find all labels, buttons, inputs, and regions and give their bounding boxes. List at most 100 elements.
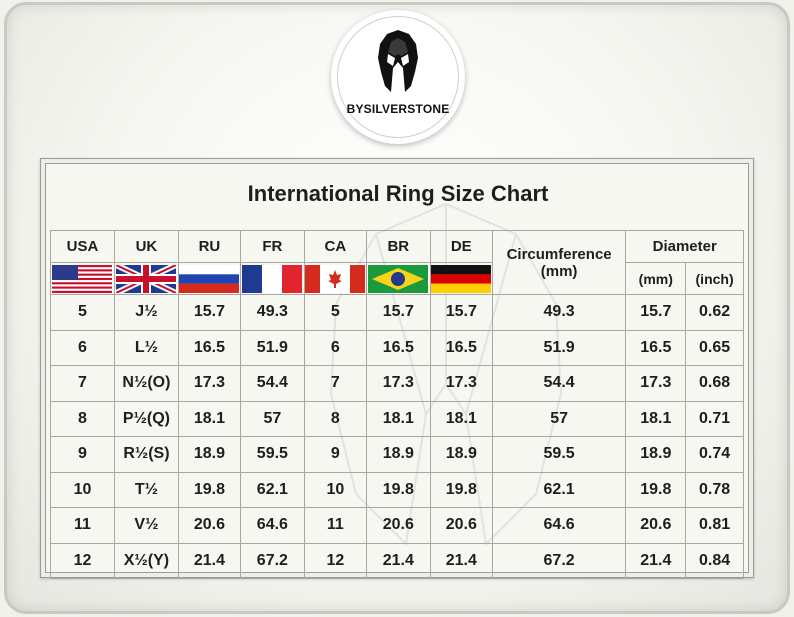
cell-de: 21.4 [429, 542, 493, 579]
cell-din: 0.84 [685, 542, 744, 579]
col-uk: UK [113, 230, 179, 263]
col-diameter-mm: (mm) [625, 262, 687, 295]
cell-dmm: 17.3 [625, 365, 687, 402]
cell-ca: 12 [303, 542, 367, 579]
cell-de: 17.3 [429, 365, 493, 402]
table-row: 9 R½(S) 18.9 59.5 9 18.9 18.9 59.5 18.9 0.74 [50, 436, 744, 473]
cell-dmm: 19.8 [625, 471, 687, 508]
cell-dmm: 18.1 [625, 400, 687, 437]
cell-ru: 18.1 [177, 400, 241, 437]
table-body: 5 J½ 15.7 49.3 5 15.7 15.7 49.3 15.7 0.62 6 L½ 16.5 5… [50, 294, 744, 579]
chart-title: International Ring Size Chart [247, 181, 549, 206]
cell-fr: 51.9 [239, 329, 305, 366]
cell-usa: 12 [50, 542, 115, 579]
col-br: BR [365, 230, 431, 263]
cell-din: 0.78 [685, 471, 744, 508]
table-row: 11 V½ 20.6 64.6 11 20.6 20.6 64.6 20.6 0.81 [50, 507, 744, 544]
cell-din: 0.81 [685, 507, 744, 544]
de-flag-icon [431, 264, 492, 293]
flag-cell-uk [113, 262, 179, 295]
cell-br: 16.5 [365, 329, 431, 366]
flag-cell-br [365, 262, 431, 295]
chart-panel: International Ring Size Chart USA UK RU … [45, 163, 749, 579]
cell-ca: 8 [303, 400, 367, 437]
cell-uk: L½ [113, 329, 179, 366]
uk-flag-icon [116, 264, 177, 293]
col-circumference: Circumference (mm) [491, 230, 627, 295]
col-ru: RU [177, 230, 241, 263]
cell-ru: 18.9 [177, 436, 241, 473]
table-row: 5 J½ 15.7 49.3 5 15.7 15.7 49.3 15.7 0.62 [50, 294, 744, 331]
cell-din: 0.62 [685, 294, 744, 331]
cell-circ: 64.6 [491, 507, 627, 544]
spartan-helmet-icon [378, 30, 418, 92]
cell-br: 15.7 [365, 294, 431, 331]
cell-uk: R½(S) [113, 436, 179, 473]
cell-din: 0.74 [685, 436, 744, 473]
us-flag-icon [52, 264, 113, 293]
cell-de: 19.8 [429, 471, 493, 508]
cell-circ: 49.3 [491, 294, 627, 331]
cell-fr: 57 [239, 400, 305, 437]
cell-ru: 17.3 [177, 365, 241, 402]
cell-din: 0.65 [685, 329, 744, 366]
cell-ca: 11 [303, 507, 367, 544]
table-row: 8 P½(Q) 18.1 57 8 18.1 18.1 57 18.1 0.71 [50, 400, 744, 437]
cell-ca: 6 [303, 329, 367, 366]
cell-din: 0.68 [685, 365, 744, 402]
table-row: 12 X½(Y) 21.4 67.2 12 21.4 21.4 67.2 21.4 0.84 [50, 542, 744, 579]
flag-cell-ca [303, 262, 367, 295]
cell-de: 20.6 [429, 507, 493, 544]
cell-fr: 54.4 [239, 365, 305, 402]
cell-dmm: 18.9 [625, 436, 687, 473]
cell-br: 19.8 [365, 471, 431, 508]
table-row: 6 L½ 16.5 51.9 6 16.5 16.5 51.9 16.5 0.65 [50, 329, 744, 366]
col-fr: FR [239, 230, 305, 263]
br-flag-icon [368, 264, 429, 293]
cell-fr: 49.3 [239, 294, 305, 331]
cell-circ: 57 [491, 400, 627, 437]
fr-flag-icon [242, 264, 303, 293]
cell-ru: 21.4 [177, 542, 241, 579]
cell-uk: V½ [113, 507, 179, 544]
cell-fr: 59.5 [239, 436, 305, 473]
col-ca: CA [303, 230, 367, 263]
cell-ru: 20.6 [177, 507, 241, 544]
cell-br: 17.3 [365, 365, 431, 402]
cell-usa: 11 [50, 507, 115, 544]
logo-ring [337, 16, 459, 138]
cell-ru: 15.7 [177, 294, 241, 331]
flag-cell-ru [177, 262, 241, 295]
cell-dmm: 15.7 [625, 294, 687, 331]
cell-br: 18.9 [365, 436, 431, 473]
cell-de: 18.9 [429, 436, 493, 473]
cell-uk: T½ [113, 471, 179, 508]
cell-usa: 8 [50, 400, 115, 437]
col-usa: USA [50, 230, 115, 263]
col-de: DE [429, 230, 493, 263]
col-diameter-inch: (inch) [685, 262, 744, 295]
cell-fr: 64.6 [239, 507, 305, 544]
chart-board: International Ring Size Chart USA UK RU … [40, 158, 754, 579]
ring-size-table: USA UK RU FR CA BR DE Circumference (mm)… [50, 230, 744, 579]
cell-din: 0.71 [685, 400, 744, 437]
cell-dmm: 16.5 [625, 329, 687, 366]
cell-circ: 67.2 [491, 542, 627, 579]
cell-circ: 54.4 [491, 365, 627, 402]
circumference-unit: (mm) [540, 262, 578, 280]
ca-flag-icon [305, 264, 366, 293]
cell-dmm: 21.4 [625, 542, 687, 579]
cell-uk: J½ [113, 294, 179, 331]
cell-de: 15.7 [429, 294, 493, 331]
cell-circ: 62.1 [491, 471, 627, 508]
cell-uk: X½(Y) [113, 542, 179, 579]
table-row: 10 T½ 19.8 62.1 10 19.8 19.8 62.1 19.8 0.78 [50, 471, 744, 508]
cell-de: 16.5 [429, 329, 493, 366]
flag-cell-de [429, 262, 493, 295]
table-row: 7 N½(O) 17.3 54.4 7 17.3 17.3 54.4 17.3 0.68 [50, 365, 744, 402]
cell-ca: 9 [303, 436, 367, 473]
cell-usa: 5 [50, 294, 115, 331]
col-diameter: Diameter [625, 230, 744, 263]
cell-de: 18.1 [429, 400, 493, 437]
flag-row: (mm) (inch) [50, 262, 744, 295]
